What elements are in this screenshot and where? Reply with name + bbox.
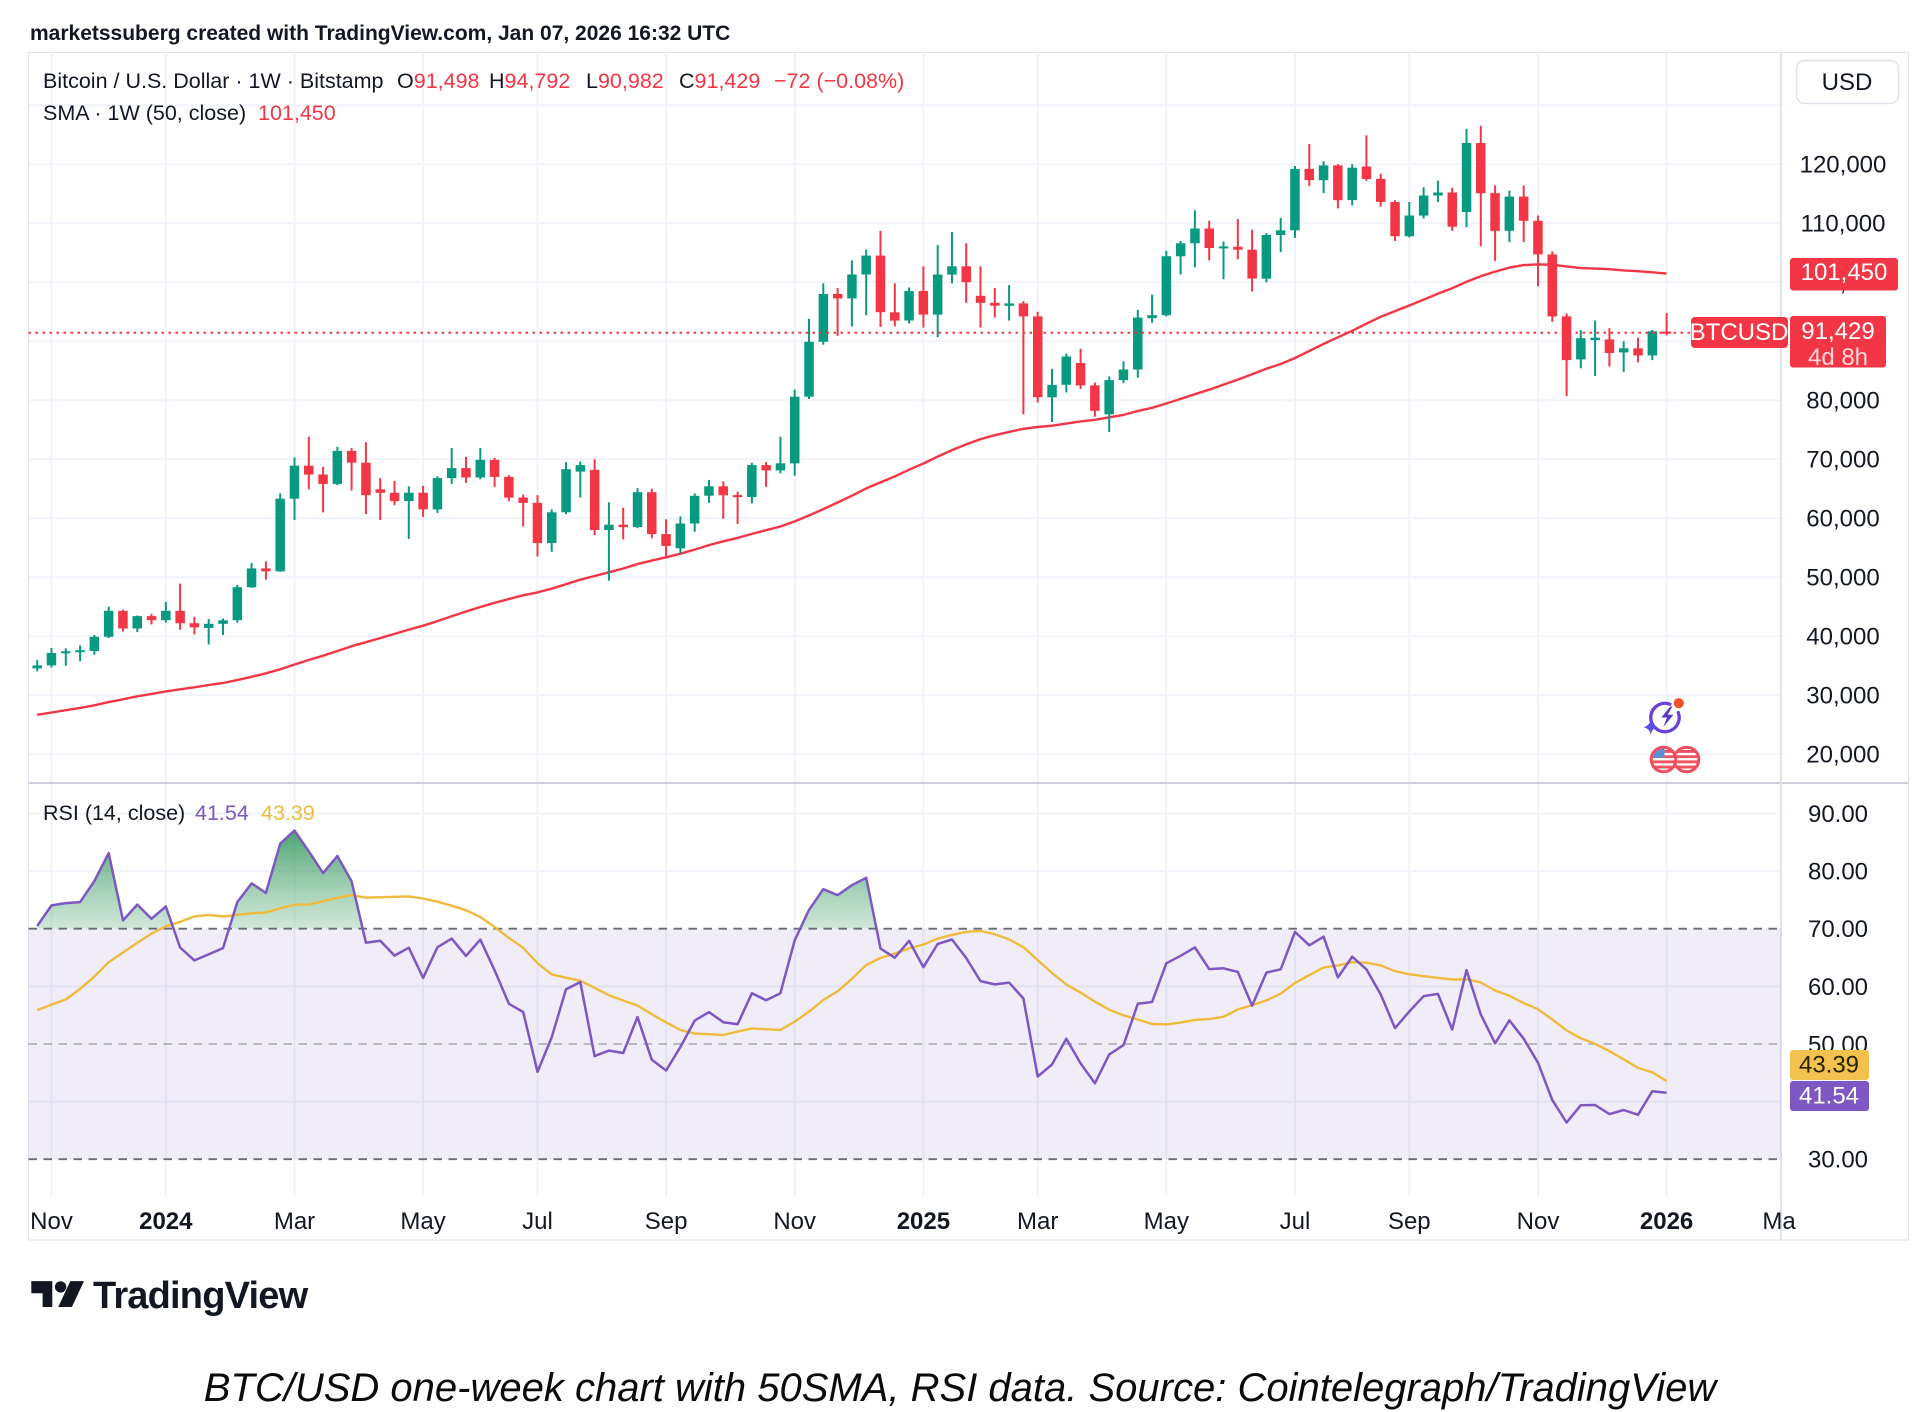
svg-text:Nov: Nov <box>1517 1208 1560 1235</box>
svg-text:120,000: 120,000 <box>1800 152 1887 179</box>
svg-text:70.00: 70.00 <box>1808 916 1868 943</box>
svg-text:60,000: 60,000 <box>1806 506 1879 533</box>
svg-text:43.39: 43.39 <box>1799 1052 1859 1079</box>
svg-text:Ma: Ma <box>1762 1208 1796 1235</box>
svg-text:Nov: Nov <box>30 1208 73 1235</box>
svg-text:40,000: 40,000 <box>1806 624 1879 651</box>
svg-text:May: May <box>1144 1208 1189 1235</box>
svg-text:101,450: 101,450 <box>1801 259 1888 286</box>
svg-text:90.00: 90.00 <box>1808 801 1868 828</box>
svg-text:4d 8h: 4d 8h <box>1808 344 1868 371</box>
svg-text:Bitcoin / U.S. Dollar · 1W · B: Bitcoin / U.S. Dollar · 1W · Bitstamp O91… <box>43 69 904 93</box>
svg-text:USD: USD <box>1822 69 1873 96</box>
svg-text:60.00: 60.00 <box>1808 974 1868 1001</box>
svg-text:BTCUSD: BTCUSD <box>1690 319 1789 346</box>
svg-text:80,000: 80,000 <box>1806 388 1879 415</box>
svg-text:2026: 2026 <box>1640 1208 1693 1235</box>
svg-text:80.00: 80.00 <box>1808 859 1868 886</box>
svg-text:BTC/USD one-week chart with 50: BTC/USD one-week chart with 50SMA, RSI d… <box>204 1366 1720 1410</box>
svg-text:70,000: 70,000 <box>1806 447 1879 474</box>
svg-text:Jul: Jul <box>1280 1208 1311 1235</box>
svg-text:41.54: 41.54 <box>1799 1083 1859 1110</box>
svg-text:30,000: 30,000 <box>1806 683 1879 710</box>
svg-text:50,000: 50,000 <box>1806 565 1879 592</box>
svg-text:Nov: Nov <box>773 1208 816 1235</box>
svg-text:Jul: Jul <box>522 1208 553 1235</box>
svg-text:91,429: 91,429 <box>1801 318 1874 345</box>
svg-text:110,000: 110,000 <box>1801 211 1886 238</box>
svg-text:SMA · 1W (50, close)101,450: SMA · 1W (50, close) 101,450 <box>43 101 336 125</box>
svg-text:marketssuberg created with Tra: marketssuberg created with TradingView.c… <box>30 22 730 45</box>
svg-text:2025: 2025 <box>897 1208 950 1235</box>
svg-text:20,000: 20,000 <box>1806 742 1879 769</box>
svg-text:30.00: 30.00 <box>1808 1147 1868 1174</box>
svg-text:2024: 2024 <box>139 1208 193 1235</box>
svg-text:Sep: Sep <box>1388 1208 1431 1235</box>
svg-text:Mar: Mar <box>274 1208 315 1235</box>
svg-text:Sep: Sep <box>645 1208 688 1235</box>
svg-text:TradingView: TradingView <box>93 1275 309 1317</box>
svg-text:May: May <box>400 1208 445 1235</box>
svg-text:Mar: Mar <box>1017 1208 1058 1235</box>
